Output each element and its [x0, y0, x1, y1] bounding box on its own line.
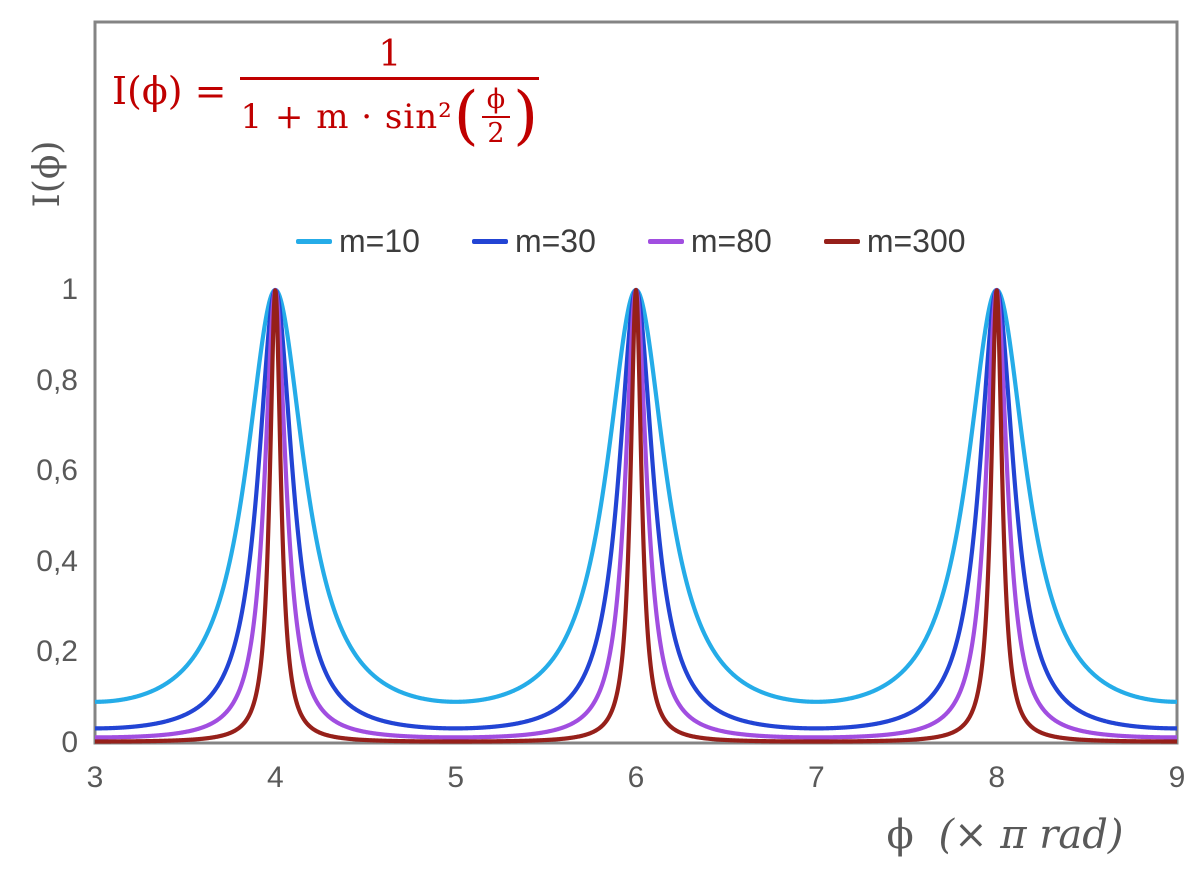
x-tick-4: 4 — [266, 761, 284, 794]
x-tick-3: 3 — [86, 761, 104, 794]
legend-item-m80: m=80 — [647, 223, 772, 260]
legend: m=10 m=30 m=80 m=300 — [296, 223, 966, 260]
x-tick-7: 7 — [807, 761, 825, 794]
curve-m80 — [93, 287, 1179, 740]
y-tick-0.6: 0,6 — [36, 454, 78, 488]
legend-label-m80: m=80 — [690, 223, 772, 259]
x-tick-9: 9 — [1168, 761, 1186, 794]
formula-numerator: 1 — [378, 34, 402, 75]
legend-label-m300: m=300 — [866, 223, 966, 259]
y-tick-0.4: 0,4 — [36, 544, 78, 578]
y-axis-title: I(ϕ) — [27, 140, 68, 208]
inner-fraction-denominator: 2 — [487, 118, 505, 150]
y-tick-0.2: 0,2 — [36, 635, 78, 669]
legend-line-m30 — [471, 239, 508, 244]
x-axis-title: ϕ (× π rad) — [840, 812, 1170, 858]
legend-item-m300: m=300 — [823, 223, 966, 260]
legend-item-m30: m=30 — [471, 223, 596, 260]
legend-label-m30: m=30 — [514, 223, 596, 259]
x-tick-8: 8 — [988, 761, 1005, 794]
fraction-bar — [240, 77, 540, 81]
legend-label-m10: m=10 — [339, 223, 420, 259]
y-tick-0: 0 — [61, 726, 78, 759]
plot-frame — [93, 20, 1179, 745]
denominator-text: 1 + m · sin² — [240, 97, 453, 138]
close-paren: ) — [513, 79, 539, 154]
curve-m300 — [93, 287, 1179, 744]
legend-line-m10 — [296, 239, 332, 244]
y-tick-0.8: 0,8 — [36, 363, 78, 397]
open-paren: ( — [453, 79, 479, 154]
curve-m30 — [93, 287, 1179, 731]
x-axis-title-unit: (× π rad) — [938, 812, 1124, 858]
formula-lhs: I(ϕ) = — [112, 69, 227, 114]
legend-line-m300 — [823, 239, 860, 244]
legend-line-m80 — [647, 239, 684, 244]
inner-fraction-numerator: ϕ — [481, 85, 511, 119]
formula-annotation: I(ϕ) = 1 1 + m · sin² ( ϕ 2 ) — [112, 34, 540, 154]
x-tick-6: 6 — [627, 761, 645, 794]
formula-fraction: 1 1 + m · sin² ( ϕ 2 ) — [240, 34, 540, 154]
inner-fraction: ϕ 2 — [481, 85, 511, 150]
x-tick-5: 5 — [447, 761, 464, 794]
y-tick-1: 1 — [61, 273, 78, 306]
formula-denominator: 1 + m · sin² ( ϕ 2 ) — [240, 79, 539, 154]
x-axis-title-symbol: ϕ — [886, 812, 914, 858]
legend-item-m10: m=10 — [296, 223, 420, 260]
